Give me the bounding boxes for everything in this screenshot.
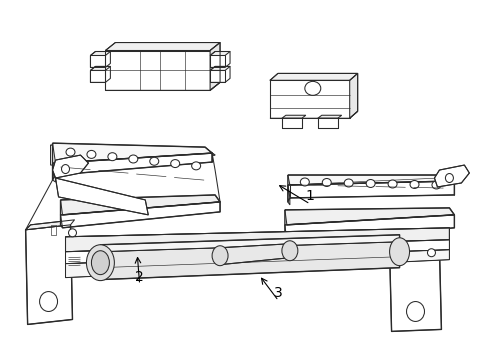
Polygon shape (65, 228, 448, 237)
Polygon shape (210, 71, 224, 82)
Polygon shape (210, 55, 224, 67)
Polygon shape (56, 178, 148, 215)
Ellipse shape (431, 181, 440, 189)
Ellipse shape (170, 159, 179, 167)
Ellipse shape (300, 178, 309, 186)
Ellipse shape (40, 292, 58, 311)
Ellipse shape (91, 251, 109, 275)
Polygon shape (389, 248, 441, 332)
Polygon shape (52, 155, 88, 178)
Polygon shape (25, 225, 72, 324)
Polygon shape (210, 42, 220, 90)
Ellipse shape (281, 241, 297, 261)
Polygon shape (61, 195, 220, 215)
Polygon shape (52, 153, 212, 175)
Ellipse shape (191, 162, 200, 170)
Polygon shape (433, 165, 468, 187)
Polygon shape (61, 202, 220, 228)
Ellipse shape (389, 238, 408, 266)
Polygon shape (210, 51, 229, 55)
Ellipse shape (344, 179, 352, 187)
Polygon shape (105, 50, 210, 90)
Polygon shape (269, 73, 357, 80)
Polygon shape (210, 67, 229, 71)
Ellipse shape (108, 153, 117, 161)
Ellipse shape (86, 245, 114, 280)
Ellipse shape (128, 155, 138, 163)
Ellipse shape (87, 150, 96, 158)
Ellipse shape (387, 180, 396, 188)
Polygon shape (90, 71, 105, 82)
Polygon shape (50, 145, 215, 165)
Ellipse shape (409, 180, 418, 189)
Text: 1: 1 (305, 189, 314, 203)
Polygon shape (52, 143, 212, 163)
Polygon shape (285, 215, 453, 242)
Polygon shape (285, 208, 453, 225)
Polygon shape (50, 145, 215, 165)
Ellipse shape (445, 174, 452, 183)
Ellipse shape (406, 302, 424, 321)
Polygon shape (65, 228, 448, 252)
Text: 3: 3 (274, 286, 283, 300)
Polygon shape (100, 242, 399, 280)
Polygon shape (287, 181, 453, 198)
Polygon shape (25, 220, 74, 230)
Ellipse shape (61, 165, 69, 174)
Polygon shape (349, 73, 357, 118)
Ellipse shape (304, 81, 320, 95)
Ellipse shape (68, 229, 76, 237)
Ellipse shape (149, 157, 159, 165)
Polygon shape (317, 115, 341, 118)
Polygon shape (90, 67, 110, 71)
Polygon shape (389, 244, 443, 250)
Polygon shape (90, 51, 110, 55)
Polygon shape (90, 55, 105, 67)
Ellipse shape (66, 148, 75, 156)
Ellipse shape (427, 249, 435, 257)
Polygon shape (281, 118, 301, 128)
Polygon shape (65, 250, 448, 278)
Polygon shape (287, 175, 453, 185)
Ellipse shape (212, 246, 227, 266)
Polygon shape (317, 118, 337, 128)
Polygon shape (287, 185, 289, 205)
Polygon shape (281, 115, 305, 118)
Polygon shape (100, 235, 399, 252)
Polygon shape (105, 42, 220, 50)
Text: 2: 2 (135, 270, 144, 284)
Polygon shape (52, 163, 56, 182)
Ellipse shape (322, 179, 330, 186)
Ellipse shape (366, 180, 374, 188)
Polygon shape (65, 240, 448, 264)
Polygon shape (269, 80, 349, 118)
Polygon shape (220, 244, 289, 265)
